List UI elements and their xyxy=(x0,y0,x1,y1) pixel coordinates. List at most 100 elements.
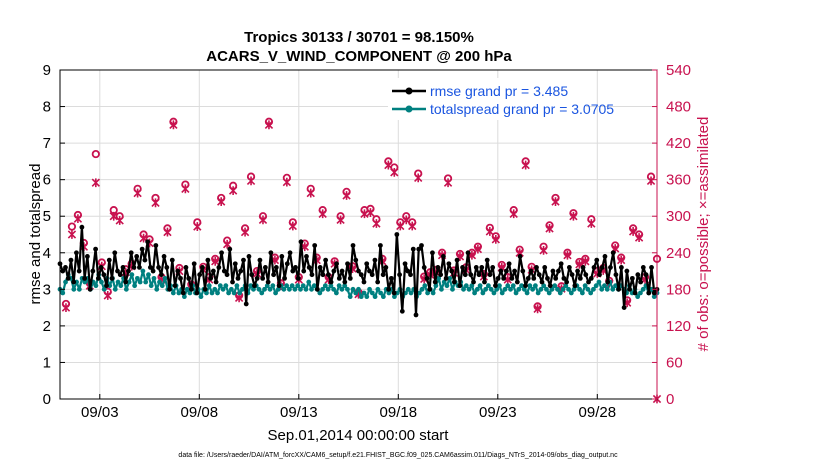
series-layer xyxy=(57,117,662,404)
x-axis-label: Sep.01,2014 00:00:00 start xyxy=(268,427,450,444)
series-point xyxy=(472,290,477,296)
series-point xyxy=(246,254,252,259)
series-point xyxy=(74,250,79,256)
y-tick-label: 6 xyxy=(43,172,51,189)
series-point xyxy=(424,275,430,281)
series-point xyxy=(643,272,649,278)
series-point xyxy=(405,268,411,274)
series-point xyxy=(356,286,361,292)
series-point xyxy=(361,290,367,296)
series-point xyxy=(484,257,490,263)
series-point xyxy=(494,286,500,292)
series-point xyxy=(282,275,287,281)
obs-assimilated-point xyxy=(617,255,626,265)
obs-assimilated-point xyxy=(509,209,518,219)
series-point xyxy=(477,283,483,289)
x-tick-label: 09/28 xyxy=(579,404,617,421)
y-tick-label: 3 xyxy=(43,281,51,298)
series-point xyxy=(172,283,178,289)
series-point xyxy=(71,279,77,285)
data-file-footnote: data file: /Users/raeder/DAI/ATM_forcXX/… xyxy=(178,452,618,459)
series-point xyxy=(232,261,238,267)
series-point xyxy=(150,268,156,274)
series-point xyxy=(243,301,249,307)
series-point xyxy=(557,290,563,296)
series-point xyxy=(228,286,234,292)
series-point xyxy=(289,283,295,289)
obs-assimilated-point xyxy=(103,291,112,300)
obs-assimilated-point xyxy=(67,230,77,239)
series-point xyxy=(162,275,168,281)
y2-tick-label: 480 xyxy=(666,99,691,116)
series-point xyxy=(605,279,611,285)
series-point xyxy=(209,290,215,296)
series-point xyxy=(408,272,413,278)
series-point xyxy=(265,279,271,285)
series-point xyxy=(281,286,287,292)
series-point xyxy=(516,286,522,292)
series-point xyxy=(602,254,608,259)
series-point xyxy=(226,290,231,296)
x-tick-label: 09/13 xyxy=(280,404,318,421)
obs-assimilated-point xyxy=(587,219,596,228)
series-point xyxy=(164,265,170,270)
series-point xyxy=(392,294,397,300)
series-point xyxy=(608,265,613,270)
series-point xyxy=(197,272,203,278)
series-point xyxy=(303,286,309,292)
series-point xyxy=(99,279,104,285)
series-point xyxy=(230,279,235,285)
series-point xyxy=(356,268,361,274)
series-point xyxy=(388,275,394,281)
series-point xyxy=(227,246,233,252)
series-point xyxy=(300,283,306,289)
series-point xyxy=(588,290,594,296)
series-point xyxy=(524,290,530,296)
series-point xyxy=(509,275,515,281)
series-point xyxy=(547,283,553,289)
series-point xyxy=(153,243,159,248)
series-point xyxy=(591,286,596,292)
series-point xyxy=(463,283,469,289)
series-point xyxy=(93,283,99,289)
series-point xyxy=(534,265,539,270)
series-point xyxy=(347,294,353,300)
series-point xyxy=(474,286,480,292)
series-point xyxy=(213,279,219,285)
obs-possible-point xyxy=(67,222,77,231)
series-point xyxy=(194,290,200,296)
series-point xyxy=(183,265,189,270)
y2-tick-label: 120 xyxy=(666,318,691,335)
series-point xyxy=(112,286,118,292)
series-point xyxy=(216,265,222,270)
obs-assimilated-point xyxy=(228,186,238,196)
series-point xyxy=(523,283,528,289)
series-point xyxy=(134,275,140,281)
series-point xyxy=(449,268,455,274)
series-point xyxy=(436,275,442,281)
series-point xyxy=(563,283,569,289)
series-point xyxy=(128,250,134,256)
series-point xyxy=(198,294,204,300)
series-point xyxy=(402,261,408,267)
obs-assimilated-point xyxy=(533,304,542,314)
series-point xyxy=(432,279,438,285)
series-point xyxy=(391,290,397,296)
series-point xyxy=(593,283,599,289)
series-point xyxy=(506,261,512,267)
series-point xyxy=(552,283,558,289)
y-tick-label: 5 xyxy=(43,208,51,225)
series-point xyxy=(126,268,131,274)
series-point xyxy=(555,286,560,292)
series-point xyxy=(532,283,538,289)
series-point xyxy=(273,265,279,270)
series-point xyxy=(210,268,216,274)
series-point xyxy=(76,286,82,292)
series-point xyxy=(260,275,266,281)
obs-assimilated-point xyxy=(396,221,405,231)
series-point xyxy=(439,286,444,292)
series-point xyxy=(254,275,260,281)
series-point xyxy=(147,265,153,270)
obs-assimilated-point xyxy=(545,224,554,233)
obs-assimilated-point xyxy=(581,256,590,266)
